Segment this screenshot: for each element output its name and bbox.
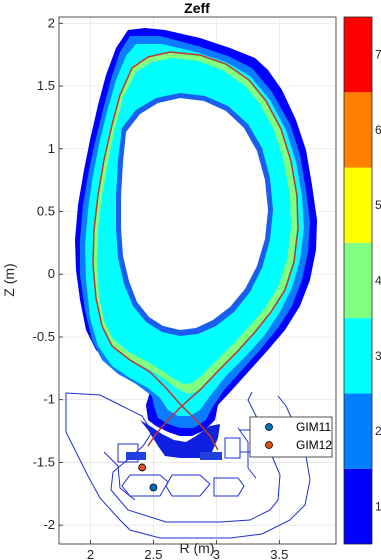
colorbar-segment-2 bbox=[344, 318, 372, 394]
plasma-core-empty bbox=[121, 98, 268, 330]
y-tick-label-0: 2 bbox=[48, 15, 55, 30]
legend-marker-gim12 bbox=[265, 441, 273, 449]
legend-marker-gim11 bbox=[265, 423, 273, 431]
colorbar-segment-5 bbox=[344, 92, 372, 168]
scatter-markers bbox=[138, 463, 158, 492]
colorbar-segment-4 bbox=[344, 167, 372, 243]
colorbar-tick-label-3: 4 bbox=[375, 274, 381, 288]
x-axis: 2 2.5 3 3.5 bbox=[87, 540, 288, 560]
colorbar-frame bbox=[343, 16, 373, 545]
y-tick-label-4: 0 bbox=[48, 266, 55, 281]
y-tick-label-2: 1 bbox=[48, 141, 55, 156]
x-tick-label-2: 3 bbox=[213, 547, 220, 560]
legend-box bbox=[249, 416, 333, 458]
marker-gim12-0 bbox=[138, 463, 147, 472]
colorbar-segment-3 bbox=[344, 242, 372, 319]
colorbar-tick-label-1: 2 bbox=[375, 424, 381, 438]
divertor-tile-left bbox=[126, 452, 146, 460]
colorbar-tick-label-4: 5 bbox=[375, 198, 381, 212]
y-tick-label-7: -1.5 bbox=[33, 454, 55, 469]
y-tick-label-3: 0.5 bbox=[37, 203, 55, 218]
y-tick-label-5: -0.5 bbox=[33, 329, 55, 344]
legend-label-gim11: GIM11 bbox=[296, 420, 331, 434]
separatrix-outer bbox=[147, 51, 299, 447]
colorbar: 1 2 3 4 5 6 7 bbox=[343, 16, 381, 545]
divertor-tile-right bbox=[200, 452, 222, 460]
colorbar-segment-1 bbox=[344, 393, 372, 469]
axes-box bbox=[58, 16, 337, 545]
x-tick-label-3: 3.5 bbox=[270, 547, 288, 560]
colorbar-segment-6 bbox=[344, 17, 372, 93]
colorbar-tick-label-0: 1 bbox=[375, 499, 381, 513]
marker-gim11-0 bbox=[149, 483, 158, 492]
chart-title: Zeff bbox=[184, 0, 210, 16]
y-axis-label: Z (m) bbox=[1, 263, 17, 296]
x-tick-label-0: 2 bbox=[87, 547, 94, 560]
separatrix-inner bbox=[92, 51, 219, 451]
legend: GIM11 GIM12 bbox=[249, 416, 333, 458]
divertor-region bbox=[140, 420, 220, 458]
legend-label-gim12: GIM12 bbox=[296, 438, 332, 452]
x-axis-label: R (m) bbox=[180, 540, 215, 556]
colorbar-tick-label-2: 3 bbox=[375, 349, 381, 363]
y-tick-label-6: -1 bbox=[43, 392, 55, 407]
colorbar-tick-label-6: 7 bbox=[375, 48, 381, 62]
colorbar-tick-label-5: 6 bbox=[375, 123, 381, 137]
y-axis: 2 1.5 1 0.5 0 -0.5 -1 -1.5 -2 bbox=[33, 15, 63, 532]
y-tick-label-8: -2 bbox=[43, 517, 55, 532]
y-tick-label-1: 1.5 bbox=[37, 78, 55, 93]
zeff-map bbox=[65, 28, 317, 539]
colorbar-segment-0 bbox=[344, 468, 372, 544]
x-tick-label-1: 2.5 bbox=[144, 547, 162, 560]
